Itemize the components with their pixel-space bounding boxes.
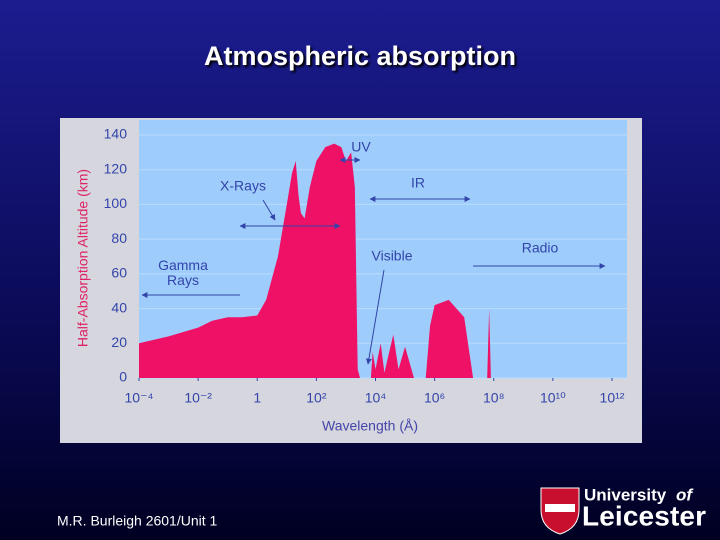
y-tick-label: 80: [111, 230, 127, 246]
annotation: Radio: [522, 240, 559, 256]
arrow: [365, 269, 385, 365]
y-tick-label: 60: [111, 265, 127, 281]
y-tick-label: 120: [104, 160, 128, 176]
slide-title: Atmospheric absorption: [204, 41, 516, 71]
logo-band: [545, 504, 575, 512]
x-tick-label: 10¹⁰: [540, 390, 566, 406]
x-tick-label: 10²: [306, 390, 327, 406]
annotation: UV: [351, 139, 371, 155]
logo-text: Leicester: [582, 500, 706, 531]
annotation: Gamma Rays: [158, 257, 208, 288]
y-axis-title: Half-Absorption Altitude (km): [75, 169, 91, 347]
x-tick-label: 10⁻⁴: [125, 390, 154, 406]
y-tick-label: 20: [111, 334, 127, 350]
y-tick-label: 0: [119, 369, 127, 385]
x-tick-label: 10⁻²: [184, 390, 212, 406]
x-tick-label: 10¹²: [600, 390, 625, 406]
x-tick-label: 10⁸: [483, 390, 505, 406]
y-tick-label: 140: [104, 126, 128, 142]
y-tick-label: 40: [111, 299, 127, 315]
x-tick-label: 10⁴: [365, 390, 387, 406]
logo-text: of: [676, 485, 694, 504]
footer: M.R. Burleigh 2601/Unit 1: [57, 513, 218, 529]
x-tick-label: 10⁶: [424, 390, 445, 406]
y-tick-label: 100: [104, 195, 128, 211]
absorption-area: [139, 143, 612, 378]
arrow: [262, 199, 276, 221]
x-tick-label: 1: [253, 390, 261, 406]
x-axis-title: Wavelength (Å): [322, 418, 418, 434]
annotation: X-Rays: [220, 178, 266, 194]
annotation: Visible: [372, 248, 413, 264]
logo-text: University: [584, 485, 667, 504]
annotation: IR: [411, 175, 425, 191]
